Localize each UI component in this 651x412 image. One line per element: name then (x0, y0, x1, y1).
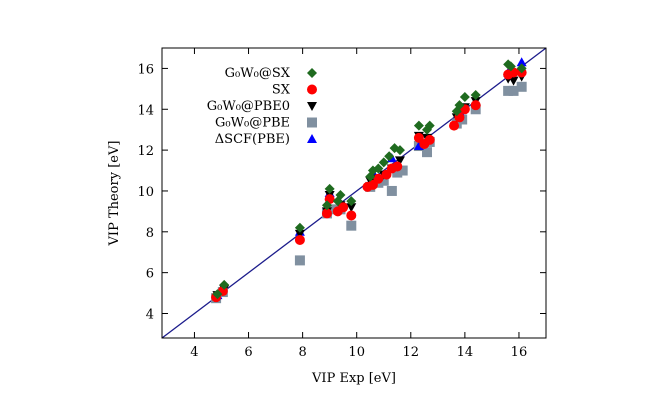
data-point (321, 208, 332, 219)
data-point (346, 196, 357, 207)
data-point (294, 255, 305, 266)
data-point (449, 120, 460, 131)
data-points-layer (211, 57, 527, 304)
data-point (508, 85, 519, 96)
data-point (394, 145, 405, 156)
legend-marker (307, 68, 317, 78)
data-point (508, 76, 519, 86)
legend-marker (307, 84, 317, 95)
y-tick-label: 14 (137, 103, 154, 118)
data-point (516, 63, 527, 74)
data-point (346, 220, 357, 231)
data-point (470, 89, 481, 100)
y-tick-label: 6 (146, 267, 154, 282)
data-point (424, 134, 435, 145)
data-point (397, 165, 408, 176)
x-tick-label: 16 (511, 345, 528, 360)
data-point (422, 147, 433, 158)
data-point (394, 156, 405, 166)
data-point (346, 203, 357, 213)
data-point (294, 229, 305, 239)
data-point (338, 202, 349, 213)
data-point (212, 289, 223, 300)
data-point (503, 85, 514, 96)
legend-label: G₀W₀@PBE (215, 116, 290, 131)
data-point (327, 204, 338, 215)
x-axis-label: VIP Exp [eV] (311, 371, 396, 386)
data-point (346, 210, 357, 221)
x-tick-label: 8 (298, 345, 306, 360)
y-tick-label: 8 (146, 226, 154, 241)
legend-marker (307, 102, 317, 111)
legend-label: ΔSCF(PBE) (215, 132, 290, 147)
data-point (392, 167, 403, 178)
data-point (294, 234, 305, 245)
data-point (384, 151, 395, 162)
x-tick-label: 10 (348, 345, 365, 360)
data-point (413, 120, 424, 131)
data-point (424, 120, 435, 131)
data-point (454, 100, 465, 111)
x-tick-label: 12 (403, 345, 420, 360)
data-point (219, 279, 230, 290)
data-point (516, 81, 527, 92)
data-point (378, 157, 389, 168)
legend-label: G₀W₀@SX (225, 66, 291, 81)
data-point (392, 161, 403, 172)
x-tick-label: 6 (244, 345, 252, 360)
legend-marker (307, 134, 317, 143)
y-tick-label: 10 (137, 185, 154, 200)
y-tick-label: 16 (137, 62, 154, 77)
legend-label: SX (272, 83, 291, 98)
legend-label: G₀W₀@PBE0 (207, 99, 290, 114)
data-point (335, 190, 346, 201)
data-point (378, 175, 389, 186)
y-tick-label: 12 (137, 144, 154, 159)
data-point (505, 61, 516, 72)
data-point (324, 183, 335, 194)
data-point (470, 100, 481, 111)
data-point (386, 185, 397, 196)
series-diamond (212, 59, 527, 300)
data-point (516, 57, 527, 67)
data-point (459, 92, 470, 103)
axis-ticks-layer: 4 6 8 10 12 14 16 4 6 8 10 12 14 16 (137, 48, 546, 360)
x-tick-label: 14 (457, 345, 474, 360)
legend-marker (307, 117, 317, 128)
data-point (373, 173, 384, 184)
data-point (321, 200, 332, 211)
data-point (373, 163, 384, 174)
y-tick-label: 4 (146, 307, 154, 322)
x-tick-label: 4 (190, 345, 198, 360)
data-point (294, 222, 305, 233)
plot-frame (161, 47, 547, 339)
y-axis-label: VIP Theory [eV] (107, 141, 122, 247)
